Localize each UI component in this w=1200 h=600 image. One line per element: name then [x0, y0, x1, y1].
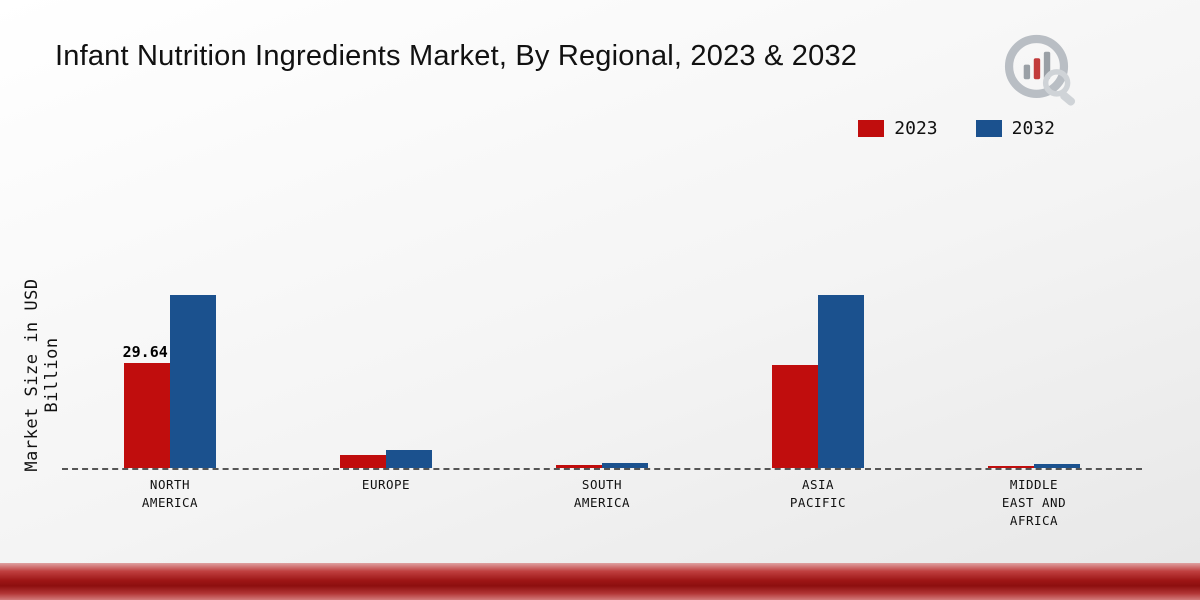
- bar-group-south-america: [494, 140, 710, 468]
- bar-2032-middle-east-and-africa: [1034, 463, 1080, 468]
- category-label-middle-east-and-africa: MIDDLE EAST AND AFRICA: [1001, 477, 1067, 529]
- category-label-asia-pacific: ASIA PACIFIC: [789, 477, 847, 511]
- legend-swatch-2023: [858, 120, 885, 137]
- bar-value-label-2023-north-america: 29.64: [122, 343, 168, 361]
- category-label-north-america: NORTH AMERICA: [141, 477, 199, 511]
- legend-label-2023: 2023: [894, 118, 938, 139]
- bar-group-north-america: 29.64: [62, 140, 278, 468]
- bar-group-middle-east-and-africa: [926, 140, 1142, 468]
- bar-group-asia-pacific: [710, 140, 926, 468]
- chart-title: Infant Nutrition Ingredients Market, By …: [55, 40, 858, 72]
- bar-2032-asia-pacific: [818, 295, 864, 468]
- logo-bar-2: [1033, 58, 1041, 80]
- x-axis-category-row: NORTH AMERICA EUROPE SOUTH AMERICA ASIA PAC…: [62, 476, 1142, 530]
- legend-item-2023: 2023: [858, 118, 938, 139]
- zero-baseline: [62, 468, 1142, 470]
- category-label-south-america: SOUTH AMERICA: [573, 477, 631, 511]
- logo-magnifier-lens-icon: [1042, 69, 1071, 97]
- bar-2023-middle-east-and-africa: [988, 466, 1034, 468]
- footer-ribbon: [0, 563, 1200, 600]
- plot-area: 29.64: [62, 140, 1142, 468]
- legend-item-2032: 2032: [975, 118, 1055, 139]
- y-axis-label: Market Size in USD Billion: [22, 278, 62, 472]
- category-label-europe: EUROPE: [361, 477, 411, 492]
- bar-2023-south-america: [556, 464, 602, 468]
- bar-2032-europe: [386, 449, 432, 468]
- logo-bar-1: [1023, 64, 1031, 80]
- legend-swatch-2032: [975, 120, 1002, 137]
- legend: 2023 2032: [858, 118, 1055, 139]
- bar-2032-south-america: [602, 462, 648, 468]
- bar-2023-europe: [340, 454, 386, 468]
- bar-2023-asia-pacific: [772, 365, 818, 468]
- bar-2023-north-america: 29.64: [123, 343, 170, 468]
- logo-magnifier-handle-icon: [1060, 91, 1076, 106]
- brand-logo: [1004, 34, 1076, 106]
- bar-group-europe: [278, 140, 494, 468]
- legend-label-2032: 2032: [1011, 118, 1055, 139]
- bar-2032-north-america: [170, 294, 216, 468]
- logo-ring: [1004, 34, 1069, 98]
